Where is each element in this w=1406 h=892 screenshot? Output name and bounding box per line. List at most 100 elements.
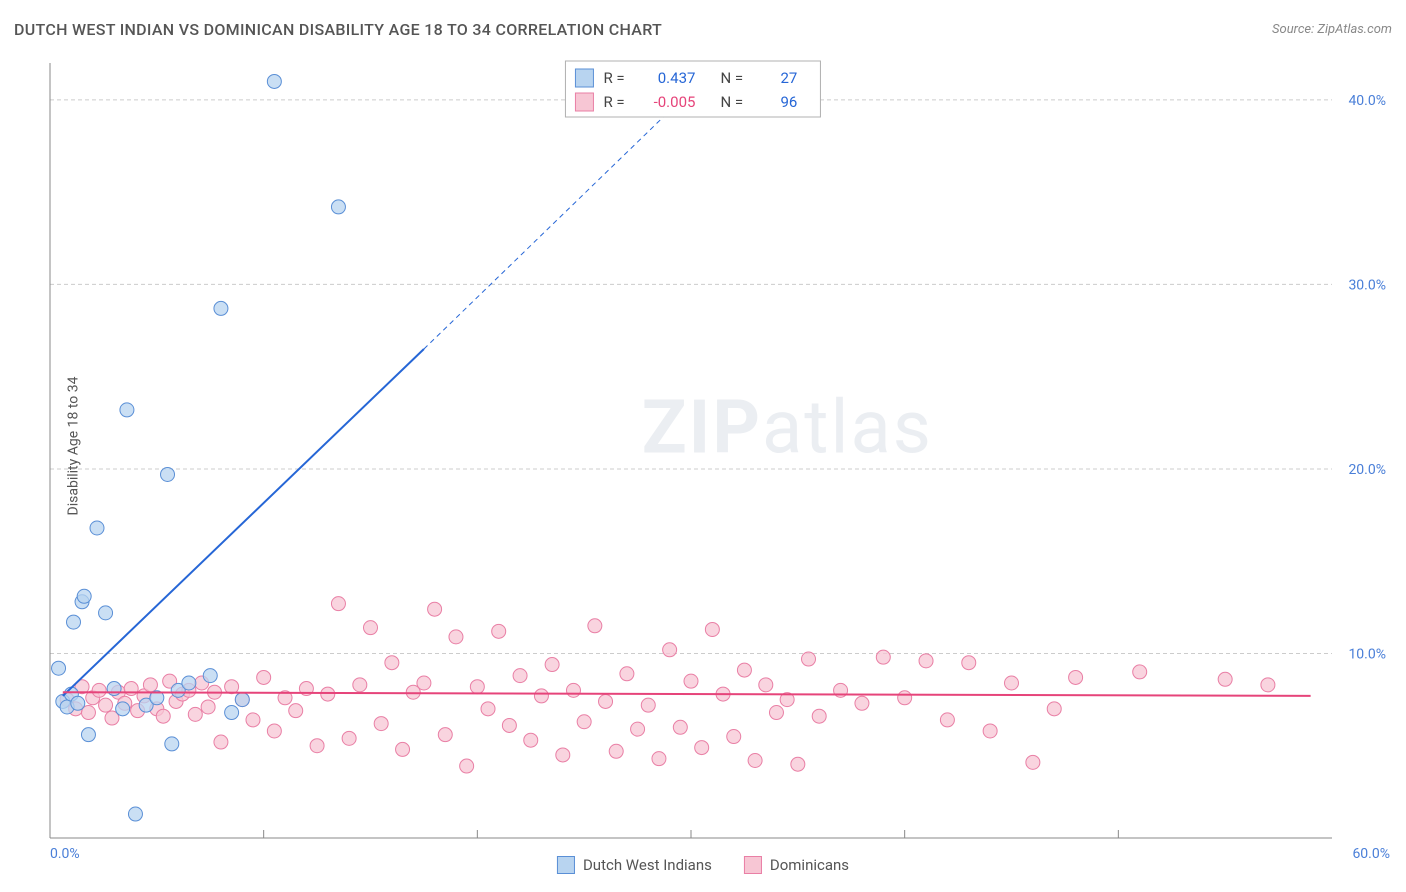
data-point bbox=[673, 720, 687, 734]
legend-swatch bbox=[557, 856, 575, 874]
data-point bbox=[225, 680, 239, 694]
data-point bbox=[470, 680, 484, 694]
data-point bbox=[609, 744, 623, 758]
n-label: N = bbox=[720, 69, 743, 87]
data-point bbox=[791, 757, 805, 771]
data-point bbox=[331, 597, 345, 611]
data-point bbox=[289, 704, 303, 718]
data-point bbox=[438, 728, 452, 742]
data-point bbox=[588, 619, 602, 633]
data-point bbox=[631, 722, 645, 736]
r-label: R = bbox=[603, 69, 624, 87]
legend-bottom: Dutch West Indians Dominicans bbox=[557, 856, 849, 874]
data-point bbox=[802, 652, 816, 666]
legend-swatch bbox=[575, 93, 593, 111]
data-point bbox=[876, 650, 890, 664]
data-point bbox=[428, 602, 442, 616]
data-point bbox=[201, 700, 215, 714]
data-point bbox=[385, 656, 399, 670]
data-point bbox=[524, 733, 538, 747]
data-point bbox=[855, 696, 869, 710]
data-point bbox=[99, 698, 113, 712]
data-point bbox=[641, 698, 655, 712]
data-point bbox=[492, 624, 506, 638]
n-label: N = bbox=[720, 93, 743, 111]
data-point bbox=[449, 630, 463, 644]
trend-line bbox=[63, 692, 1311, 696]
data-point bbox=[331, 200, 345, 214]
data-point bbox=[940, 713, 954, 727]
data-point bbox=[1261, 678, 1275, 692]
data-point bbox=[534, 689, 548, 703]
y-tick-label: 20.0% bbox=[1348, 462, 1386, 478]
data-point bbox=[143, 678, 157, 692]
data-point bbox=[1026, 755, 1040, 769]
data-point bbox=[898, 691, 912, 705]
data-point bbox=[310, 739, 324, 753]
data-point bbox=[577, 715, 591, 729]
data-point bbox=[737, 663, 751, 677]
legend-item: Dutch West Indians bbox=[557, 856, 712, 874]
data-point bbox=[67, 615, 81, 629]
data-point bbox=[353, 678, 367, 692]
data-point bbox=[107, 682, 121, 696]
data-point bbox=[81, 728, 95, 742]
data-point bbox=[962, 656, 976, 670]
data-point bbox=[99, 606, 113, 620]
data-point bbox=[566, 683, 580, 697]
data-point bbox=[156, 709, 170, 723]
data-point bbox=[983, 724, 997, 738]
data-point bbox=[1218, 672, 1232, 686]
data-point bbox=[1005, 676, 1019, 690]
legend-label: Dutch West Indians bbox=[583, 856, 712, 874]
data-point bbox=[374, 717, 388, 731]
data-point bbox=[727, 730, 741, 744]
data-point bbox=[128, 807, 142, 821]
r-label: R = bbox=[603, 93, 624, 111]
data-point bbox=[165, 737, 179, 751]
r-value: -0.005 bbox=[654, 93, 696, 111]
data-point bbox=[684, 674, 698, 688]
data-point bbox=[225, 706, 239, 720]
data-point bbox=[481, 702, 495, 716]
data-point bbox=[769, 706, 783, 720]
x-max-label: 60.0% bbox=[1352, 846, 1390, 862]
data-point bbox=[71, 696, 85, 710]
legend-swatch bbox=[575, 69, 593, 87]
n-value: 27 bbox=[780, 69, 797, 87]
data-point bbox=[214, 301, 228, 315]
chart-area: 10.0%20.0%30.0%40.0%R =0.437N =27R =-0.0… bbox=[48, 55, 1392, 840]
data-point bbox=[513, 669, 527, 683]
trend-line bbox=[63, 349, 424, 696]
r-value: 0.437 bbox=[658, 69, 696, 87]
legend-label: Dominicans bbox=[770, 856, 849, 874]
data-point bbox=[663, 643, 677, 657]
data-point bbox=[748, 754, 762, 768]
chart-title: DUTCH WEST INDIAN VS DOMINICAN DISABILIT… bbox=[14, 20, 662, 39]
data-point bbox=[161, 467, 175, 481]
data-point bbox=[502, 718, 516, 732]
data-point bbox=[182, 676, 196, 690]
source-label: Source: ZipAtlas.com bbox=[1272, 22, 1392, 37]
legend-item: Dominicans bbox=[744, 856, 849, 874]
data-point bbox=[652, 752, 666, 766]
data-point bbox=[396, 742, 410, 756]
data-point bbox=[1047, 702, 1061, 716]
data-point bbox=[267, 724, 281, 738]
data-point bbox=[695, 741, 709, 755]
data-point bbox=[116, 702, 130, 716]
trend-line-extension bbox=[424, 78, 704, 349]
y-tick-label: 30.0% bbox=[1348, 277, 1386, 293]
data-point bbox=[1069, 670, 1083, 684]
data-point bbox=[235, 693, 249, 707]
data-point bbox=[188, 707, 202, 721]
data-point bbox=[90, 521, 104, 535]
data-point bbox=[599, 694, 613, 708]
data-point bbox=[460, 759, 474, 773]
y-tick-label: 40.0% bbox=[1348, 93, 1386, 109]
data-point bbox=[919, 654, 933, 668]
data-point bbox=[257, 670, 271, 684]
data-point bbox=[759, 678, 773, 692]
n-value: 96 bbox=[780, 93, 797, 111]
data-point bbox=[120, 403, 134, 417]
